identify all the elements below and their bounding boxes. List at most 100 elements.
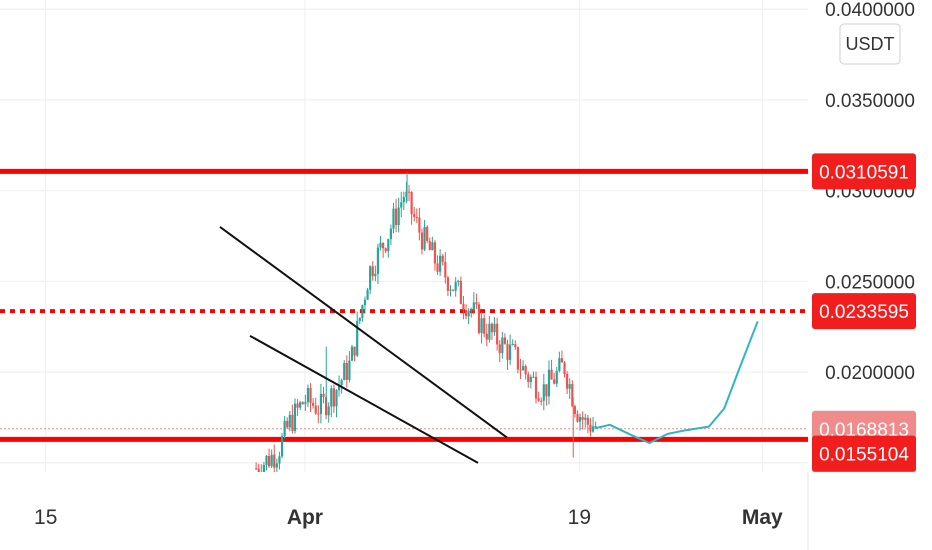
candle-body <box>514 344 517 348</box>
candle-body <box>405 191 408 198</box>
candle-body <box>330 388 333 407</box>
candle-body <box>410 191 413 215</box>
candle-body <box>521 366 525 371</box>
candle-body <box>493 323 496 333</box>
candle-body <box>337 385 341 391</box>
candle-body <box>267 455 271 467</box>
candle-body <box>392 208 395 229</box>
time-axis-panel[interactable] <box>0 472 808 550</box>
candle-body <box>550 369 553 380</box>
candle-body <box>389 228 392 240</box>
candle-body <box>553 379 556 384</box>
candle-body <box>446 277 450 291</box>
time-tick-label: Apr <box>287 506 323 529</box>
candle-body <box>470 310 473 312</box>
candle-body <box>345 363 348 380</box>
candle-body <box>545 384 548 397</box>
candle-body <box>332 388 335 407</box>
candle-body <box>426 226 429 241</box>
candle-body <box>475 302 478 305</box>
candle-body <box>366 289 369 300</box>
candle-body <box>498 344 501 354</box>
candle-body <box>506 343 509 360</box>
candle-body <box>573 406 576 414</box>
candle-body <box>306 387 310 403</box>
candle-body <box>485 333 488 340</box>
channel-line-lower[interactable] <box>249 334 479 464</box>
price-tags: 0.03105910.02335950.016881302:14:200.015… <box>812 153 916 473</box>
candle-body <box>516 347 519 370</box>
candle-body <box>464 310 468 317</box>
candle-body <box>257 468 260 474</box>
candle-body <box>397 207 400 226</box>
candle-body <box>477 304 481 334</box>
candle-body <box>363 299 367 306</box>
candle-body <box>503 337 507 344</box>
projection-line[interactable] <box>594 320 759 444</box>
candle-body <box>369 266 372 290</box>
candle-body <box>387 239 390 252</box>
horizontal-levels <box>0 168 808 442</box>
candle-body <box>555 370 558 384</box>
candle-body <box>428 240 431 251</box>
price-tag <box>812 153 916 190</box>
candle-body <box>374 273 377 277</box>
candle-body <box>309 387 312 403</box>
price-tag-value: 0.0155104 <box>819 445 909 466</box>
candle-body <box>459 280 462 304</box>
channel-line-upper[interactable] <box>219 226 508 439</box>
candle-body <box>444 261 447 278</box>
candle-body <box>462 303 465 311</box>
candle-body <box>594 426 597 428</box>
candle-body <box>291 414 294 431</box>
price-tick-label: 0.0350000 <box>825 91 915 112</box>
candle-body <box>537 398 540 401</box>
candle-body <box>415 216 418 218</box>
candle-body <box>255 468 258 470</box>
candle-body <box>379 243 382 248</box>
candle-body <box>350 346 354 361</box>
candle-body <box>483 318 486 334</box>
unit-box: USDT <box>839 23 901 65</box>
candle-body <box>490 323 494 333</box>
candle-body <box>423 226 426 250</box>
candle-body <box>449 289 452 291</box>
candle-body <box>454 282 457 291</box>
candle-body <box>353 346 356 356</box>
candle-body <box>441 255 444 262</box>
candle-body <box>581 417 584 420</box>
candle-body <box>591 426 595 432</box>
candle-body <box>436 263 439 272</box>
candle-body <box>376 247 380 274</box>
candle-body <box>519 369 522 371</box>
candle-body <box>586 417 589 425</box>
candle-body <box>578 417 582 422</box>
candle-body <box>439 255 442 272</box>
price-tag <box>812 435 916 472</box>
candle-body <box>451 289 455 291</box>
candle-body <box>317 413 320 415</box>
candle-body <box>358 317 361 321</box>
unit-label: USDT <box>846 34 895 54</box>
candle-body <box>457 280 460 283</box>
candle-body <box>413 214 416 217</box>
candlestick-series <box>255 172 597 486</box>
candle-body <box>296 403 299 408</box>
candle-body <box>540 400 543 402</box>
candle-body <box>262 465 265 477</box>
candle-body <box>384 248 387 252</box>
candle-body <box>382 243 385 249</box>
descending-channel <box>219 226 508 464</box>
candle-body <box>527 374 530 383</box>
price-tag <box>812 293 916 330</box>
chart-grid <box>0 0 808 472</box>
candle-body <box>322 393 325 398</box>
candle-body <box>265 455 268 466</box>
candle-body <box>433 242 437 264</box>
price-axis-panel[interactable] <box>808 0 932 472</box>
candle-body <box>407 191 411 193</box>
candle-body <box>576 413 579 422</box>
time-tick-label: May <box>742 506 783 529</box>
candle-body <box>532 376 535 378</box>
